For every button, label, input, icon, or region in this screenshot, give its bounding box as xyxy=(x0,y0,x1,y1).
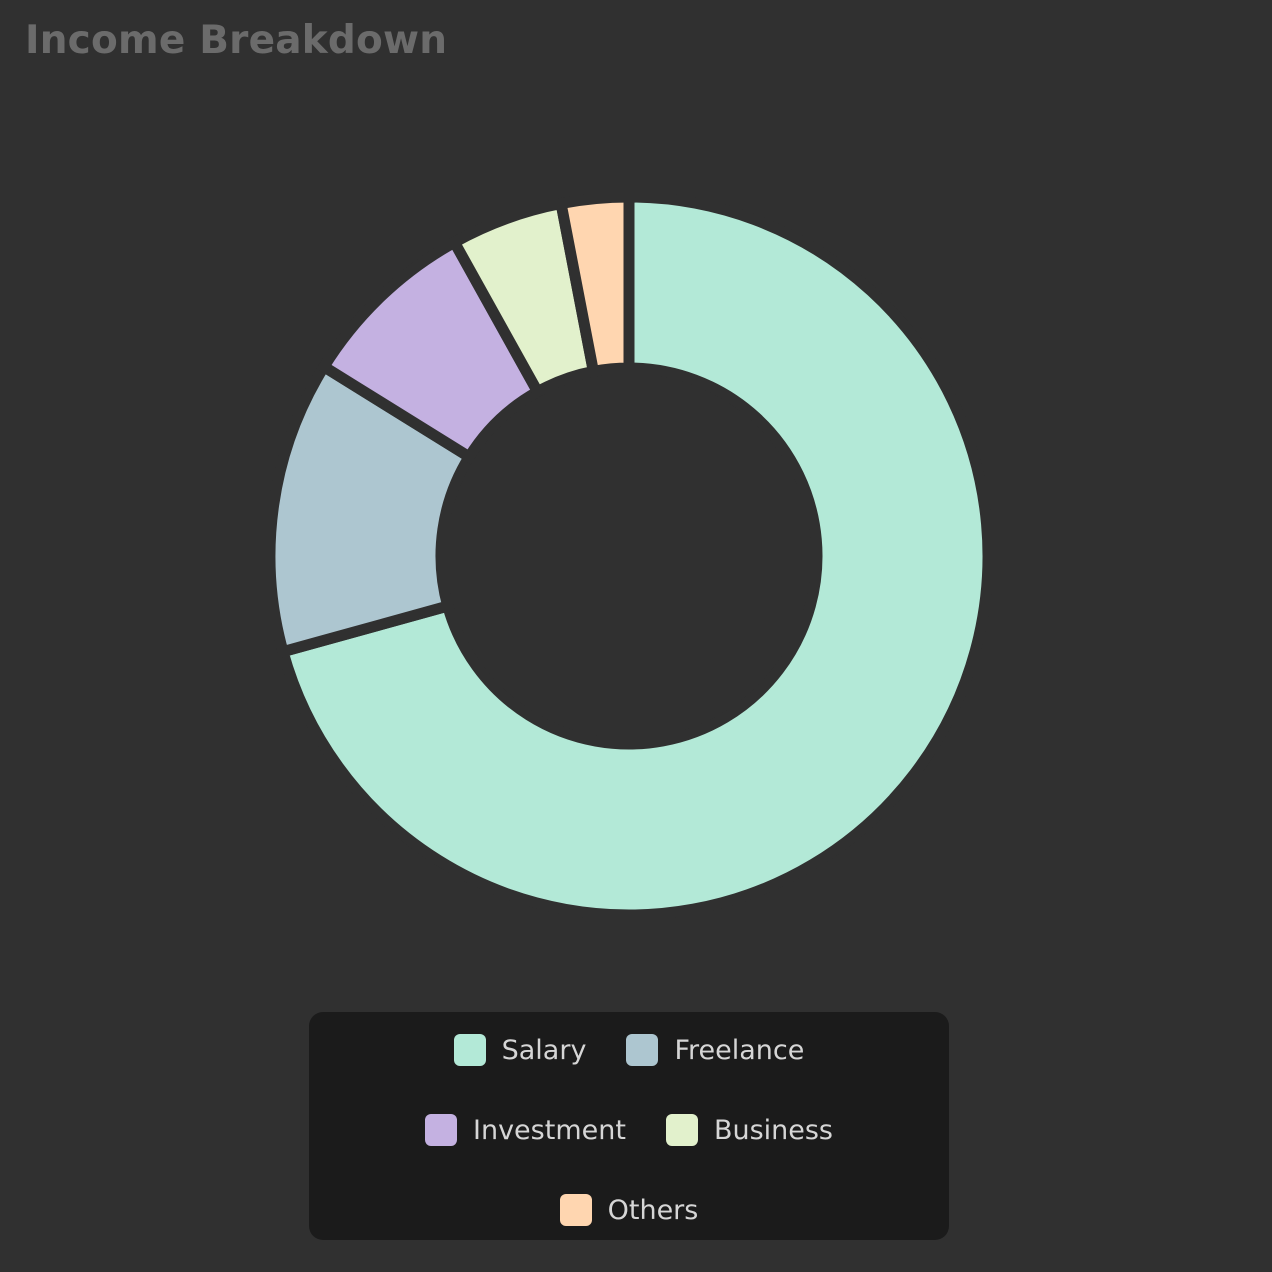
legend-row: Others xyxy=(559,1192,699,1228)
legend-item-business[interactable]: Business xyxy=(665,1114,833,1146)
legend-swatch-salary xyxy=(453,1034,486,1066)
legend-swatch-others xyxy=(559,1194,592,1226)
legend-item-freelance[interactable]: Freelance xyxy=(626,1034,804,1066)
legend-swatch-business xyxy=(665,1114,698,1146)
legend-item-investment[interactable]: Investment xyxy=(425,1114,626,1146)
chart-title: Income Breakdown xyxy=(25,18,448,63)
legend-label-freelance: Freelance xyxy=(674,1034,805,1066)
legend-label-others: Others xyxy=(607,1194,699,1226)
legend-item-others[interactable]: Others xyxy=(559,1194,699,1226)
legend-label-business: Business xyxy=(713,1114,833,1146)
legend-label-investment: Investment xyxy=(473,1114,626,1146)
legend-swatch-freelance xyxy=(626,1034,659,1066)
donut-slice-others[interactable] xyxy=(554,191,635,378)
donut-slice-salary[interactable] xyxy=(276,191,994,921)
donut-slice-freelance[interactable] xyxy=(264,359,477,659)
chart-legend: Salary Freelance Investment Business Oth… xyxy=(309,1012,949,1240)
legend-item-salary[interactable]: Salary xyxy=(453,1034,587,1066)
legend-label-salary: Salary xyxy=(501,1034,587,1066)
legend-row: Investment Business xyxy=(425,1112,833,1148)
legend-swatch-investment xyxy=(425,1114,457,1146)
legend-row: Salary Freelance xyxy=(453,1032,804,1068)
